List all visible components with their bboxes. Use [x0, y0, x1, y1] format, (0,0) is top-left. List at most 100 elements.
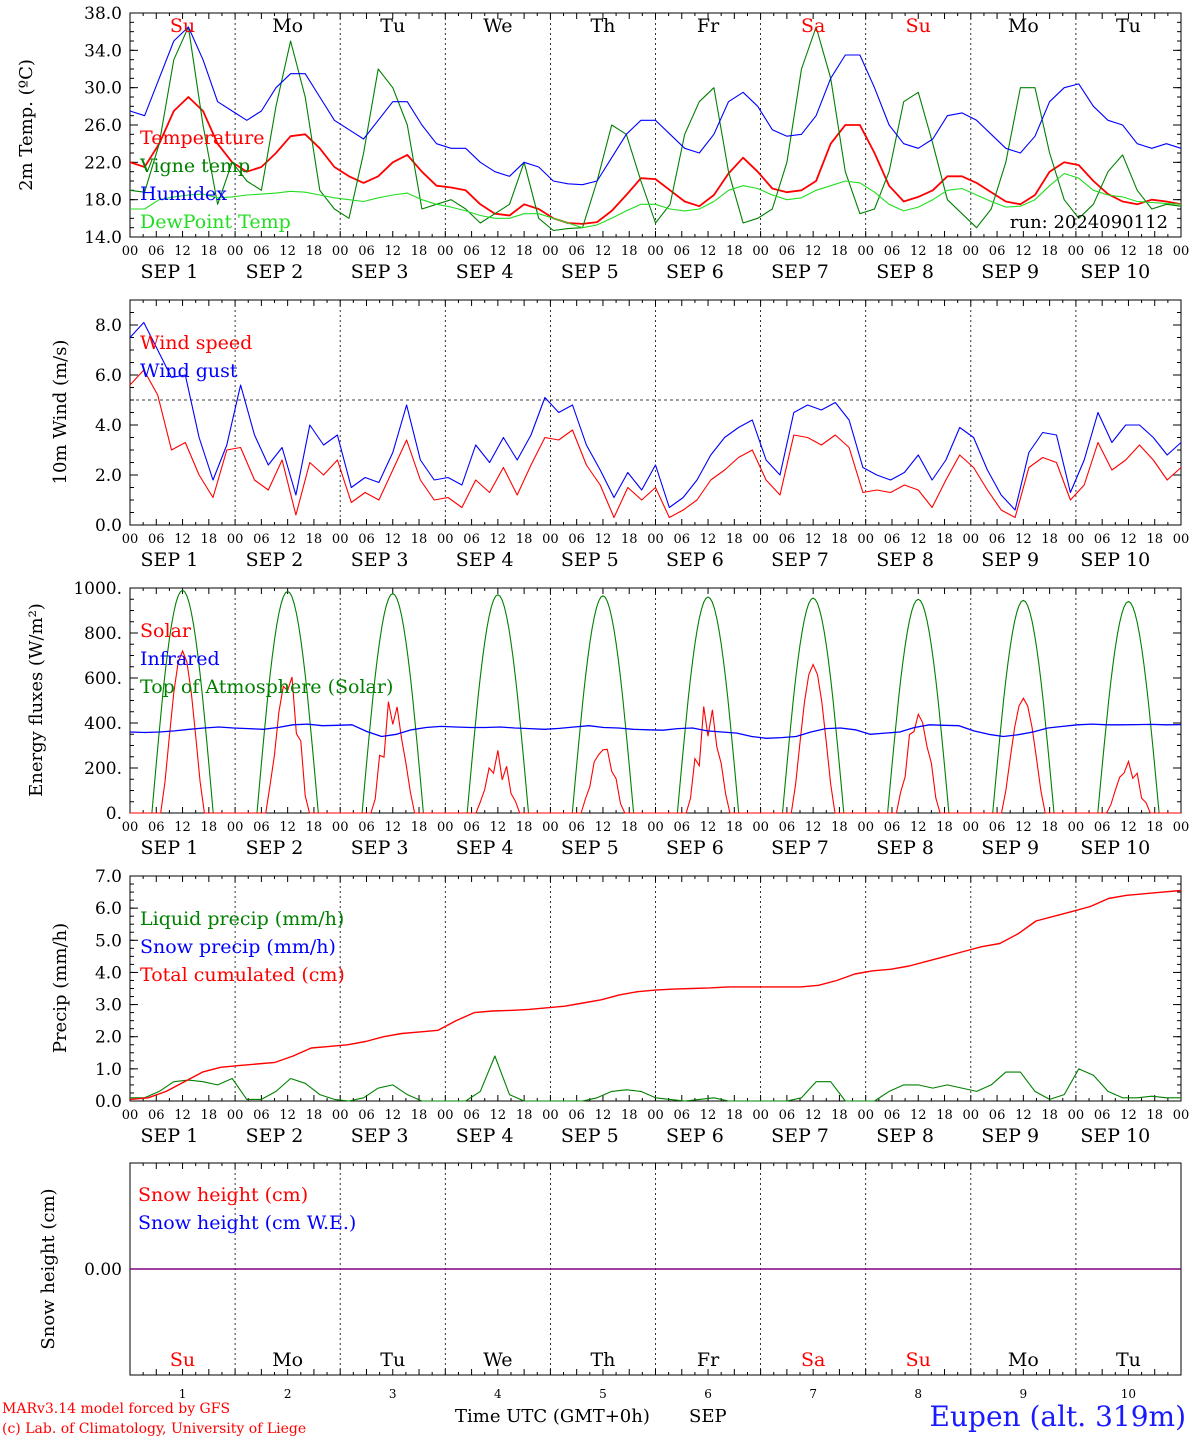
- hour-tick-label: 06: [779, 532, 796, 547]
- y-tick-label: 4.0: [95, 416, 122, 436]
- date-axis-label: SEP 10: [1080, 261, 1150, 283]
- date-axis-label: SEP 3: [351, 549, 409, 571]
- hour-tick-label: 00: [542, 244, 559, 259]
- date-axis-label: SEP 4: [456, 261, 514, 283]
- hour-tick-label: 06: [1094, 532, 1111, 547]
- series-line-vigne-temp: [129, 26, 1182, 232]
- hour-tick-label: 12: [700, 1108, 717, 1123]
- hour-tick-label: 12: [805, 820, 822, 835]
- date-axis-label: SEP 8: [876, 549, 934, 571]
- y-tick-label: 2.0: [95, 466, 122, 486]
- hour-tick-label: 00: [752, 820, 769, 835]
- hour-tick-label: 12: [174, 820, 191, 835]
- legend-entry: Snow height (cm): [138, 1184, 308, 1206]
- date-number-label: 7: [809, 1387, 817, 1401]
- hour-tick-label: 12: [490, 820, 507, 835]
- hour-tick-label: 12: [595, 532, 612, 547]
- date-axis-label: SEP 5: [561, 1125, 619, 1147]
- time-axis-label: Time UTC (GMT+0h): [455, 1406, 650, 1427]
- hour-tick-label: 00: [857, 1108, 874, 1123]
- y-tick-label: 30.0: [84, 79, 122, 99]
- hour-tick-label: 06: [884, 532, 901, 547]
- hour-tick-label: 18: [831, 1108, 848, 1123]
- hour-tick-label: 18: [306, 244, 323, 259]
- y-tick-label: 6.0: [95, 366, 122, 386]
- hour-tick-label: 00: [122, 532, 139, 547]
- hour-tick-label: 18: [306, 532, 323, 547]
- weekday-label: We: [483, 15, 512, 37]
- hour-tick-label: 00: [542, 532, 559, 547]
- panel-4: 0.0 1.0 2.0 3.0 4.0 5.0 6.0 7.0 Precip (mm/h) 00 0…: [50, 867, 1189, 1147]
- date-number-label: 9: [1020, 1387, 1028, 1401]
- hour-tick-label: 12: [1120, 1108, 1137, 1123]
- hour-tick-label: 00: [1068, 820, 1085, 835]
- hour-tick-label: 06: [884, 244, 901, 259]
- hour-tick-label: 18: [411, 1108, 428, 1123]
- hour-tick-label: 00: [1173, 244, 1190, 259]
- hour-tick-label: 18: [726, 1108, 743, 1123]
- legend-entry: Vigne temp: [139, 155, 250, 177]
- y-axis-label: 10m Wind (m/s): [50, 340, 71, 485]
- series-line-total-cumulated: [129, 889, 1182, 1101]
- date-number-label: 10: [1121, 1387, 1136, 1401]
- date-number-label: 6: [704, 1387, 712, 1401]
- series-line-dewpoint-temp: [130, 172, 1182, 229]
- date-axis-label: SEP 6: [666, 1125, 724, 1147]
- hour-tick-label: 18: [936, 244, 953, 259]
- legend-entry: Snow precip (mm/h): [140, 936, 336, 958]
- date-axis-label: SEP 1: [141, 549, 199, 571]
- y-tick-label: 8.0: [95, 316, 122, 336]
- hour-tick-label: 12: [910, 1108, 927, 1123]
- y-axis-label: Precip (mm/h): [50, 923, 71, 1053]
- legend-entry: Total cumulated (cm): [140, 964, 345, 986]
- legend-entry: Snow height (cm W.E.): [138, 1212, 356, 1234]
- hour-tick-label: 00: [647, 1108, 664, 1123]
- hour-tick-label: 18: [516, 820, 533, 835]
- hour-tick-label: 12: [595, 1108, 612, 1123]
- model-credit: MARv3.14 model forced by GFS: [2, 1401, 231, 1417]
- hour-tick-label: 00: [437, 244, 454, 259]
- hour-tick-label: 00: [1173, 820, 1190, 835]
- y-tick-label: 0.0: [95, 516, 122, 536]
- hour-tick-label: 00: [332, 820, 349, 835]
- hour-tick-label: 12: [279, 820, 296, 835]
- hour-tick-label: 00: [1068, 1108, 1085, 1123]
- date-axis-label: SEP 9: [981, 1125, 1039, 1147]
- run-label: run: 2024090112: [1010, 212, 1168, 233]
- date-axis-label: SEP 7: [771, 549, 829, 571]
- hour-tick-label: 00: [437, 532, 454, 547]
- hour-tick-label: 06: [463, 244, 480, 259]
- hour-tick-label: 00: [963, 1108, 980, 1123]
- hour-tick-label: 00: [857, 532, 874, 547]
- series-line-infrared: [129, 723, 1182, 739]
- date-number-label: 1: [179, 1387, 187, 1401]
- series-line-solar: [130, 649, 1181, 814]
- hour-tick-label: 06: [989, 820, 1006, 835]
- hour-tick-label: 00: [1068, 244, 1085, 259]
- y-tick-label: 1000.: [73, 579, 122, 599]
- legend-entry: Humidex: [140, 183, 227, 205]
- hour-tick-label: 18: [1146, 820, 1163, 835]
- hour-tick-label: 12: [1120, 820, 1137, 835]
- hour-tick-label: 12: [384, 1108, 401, 1123]
- legend-entry: Solar: [140, 620, 192, 642]
- hour-tick-label: 12: [910, 820, 927, 835]
- date-axis-label: SEP 5: [561, 261, 619, 283]
- weekday-label: Mo: [1008, 1349, 1039, 1371]
- date-axis-label: SEP 2: [246, 549, 304, 571]
- hour-tick-label: 06: [568, 532, 585, 547]
- hour-tick-label: 18: [1146, 532, 1163, 547]
- hour-tick-label: 06: [253, 532, 270, 547]
- hour-tick-label: 18: [726, 532, 743, 547]
- date-number-label: 4: [494, 1387, 502, 1401]
- date-number-label: 3: [389, 1387, 397, 1401]
- hour-tick-label: 06: [358, 820, 375, 835]
- hour-tick-label: 18: [831, 820, 848, 835]
- series-line-humidex: [129, 26, 1182, 186]
- date-axis-label: SEP 9: [981, 837, 1039, 859]
- date-axis-label: SEP 6: [666, 549, 724, 571]
- hour-tick-label: 18: [1146, 244, 1163, 259]
- hour-tick-label: 18: [201, 820, 218, 835]
- hour-tick-label: 12: [1015, 1108, 1032, 1123]
